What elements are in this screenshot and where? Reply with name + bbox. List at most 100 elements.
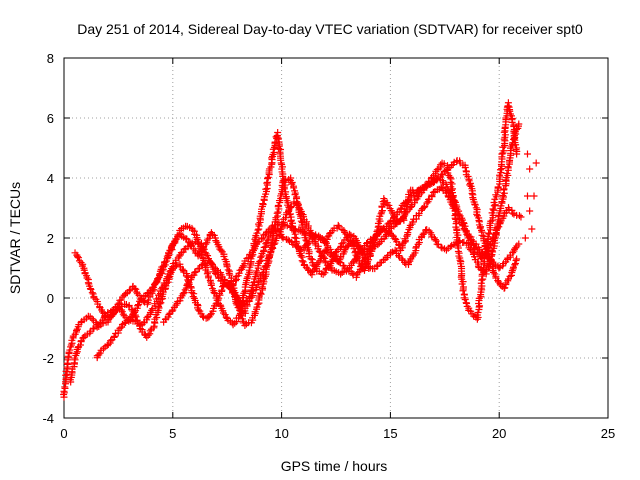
data-point [128, 305, 136, 313]
data-point [500, 185, 508, 193]
data-point [260, 243, 268, 251]
data-point [159, 262, 167, 270]
data-point [446, 188, 454, 196]
data-point [495, 264, 503, 272]
data-point [232, 293, 240, 301]
y-tick-label: -4 [42, 411, 54, 426]
data-point [259, 200, 267, 208]
data-point [451, 197, 459, 205]
data-point [276, 226, 284, 234]
data-point [288, 219, 296, 227]
data-point [93, 323, 101, 331]
data-point [249, 290, 257, 298]
data-point [254, 238, 262, 246]
data-point [223, 263, 231, 271]
data-point [335, 258, 343, 266]
data-point [207, 281, 215, 289]
data-point [482, 267, 490, 275]
data-point [88, 289, 96, 297]
data-point [66, 346, 74, 354]
data-point [437, 243, 445, 251]
data-point [500, 193, 508, 201]
data-point [290, 184, 298, 192]
data-point [254, 300, 262, 308]
data-point [399, 215, 407, 223]
data-point [495, 223, 503, 231]
data-point [298, 257, 306, 265]
data-point [61, 383, 69, 391]
data-point [237, 312, 245, 320]
data-point [500, 147, 508, 155]
data-point [148, 287, 156, 295]
y-tick-label: 0 [47, 291, 54, 306]
data-point [463, 299, 471, 307]
data-point [506, 272, 514, 280]
data-point [210, 263, 218, 271]
data-point [523, 150, 531, 158]
data-point [72, 349, 80, 357]
data-point [532, 159, 540, 167]
data-point [117, 296, 125, 304]
x-tick-label: 10 [274, 426, 288, 441]
data-point [235, 269, 243, 277]
data-point [125, 287, 133, 295]
data-point [226, 271, 234, 279]
data-point [468, 189, 476, 197]
data-point [181, 286, 189, 294]
data-point [258, 235, 266, 243]
data-point [245, 254, 253, 262]
data-point [485, 230, 493, 238]
data-point [515, 212, 523, 220]
data-point [248, 293, 256, 301]
data-point [526, 207, 534, 215]
data-point [207, 259, 215, 267]
data-point [328, 257, 336, 265]
data-point [255, 220, 263, 228]
data-point [257, 290, 265, 298]
data-point [504, 102, 512, 110]
data-point [420, 203, 428, 211]
data-point [202, 250, 210, 258]
data-point [422, 183, 430, 191]
x-axis-label: GPS time / hours [281, 458, 388, 474]
data-point [404, 197, 412, 205]
data-point [191, 269, 199, 277]
data-point [484, 252, 492, 260]
data-point [75, 257, 83, 265]
data-point [419, 184, 427, 192]
data-point [404, 229, 412, 237]
data-point [220, 276, 228, 284]
data-point [419, 230, 427, 238]
data-point [165, 310, 173, 318]
data-point [431, 236, 439, 244]
data-point [215, 294, 223, 302]
data-point [268, 222, 276, 230]
data-point [107, 337, 115, 345]
data-point [292, 225, 300, 233]
data-point [212, 300, 220, 308]
data-point [95, 351, 103, 359]
data-point [474, 308, 482, 316]
data-point [243, 254, 251, 262]
data-point [382, 232, 390, 240]
data-point [297, 252, 305, 260]
y-tick-label: 2 [47, 231, 54, 246]
data-point [200, 245, 208, 253]
data-point [120, 319, 128, 327]
data-point [87, 285, 95, 293]
y-tick-label: 4 [47, 171, 54, 186]
data-point [171, 237, 179, 245]
data-point [530, 192, 538, 200]
data-point [90, 324, 98, 332]
data-point [264, 175, 272, 183]
data-point [379, 256, 387, 264]
data-point [503, 169, 511, 177]
data-point [254, 226, 262, 234]
data-point [270, 240, 278, 248]
data-point [466, 181, 474, 189]
data-point [338, 240, 346, 248]
data-point [273, 209, 281, 217]
y-tick-label: 8 [47, 51, 54, 66]
data-point [206, 311, 214, 319]
data-point [315, 247, 323, 255]
